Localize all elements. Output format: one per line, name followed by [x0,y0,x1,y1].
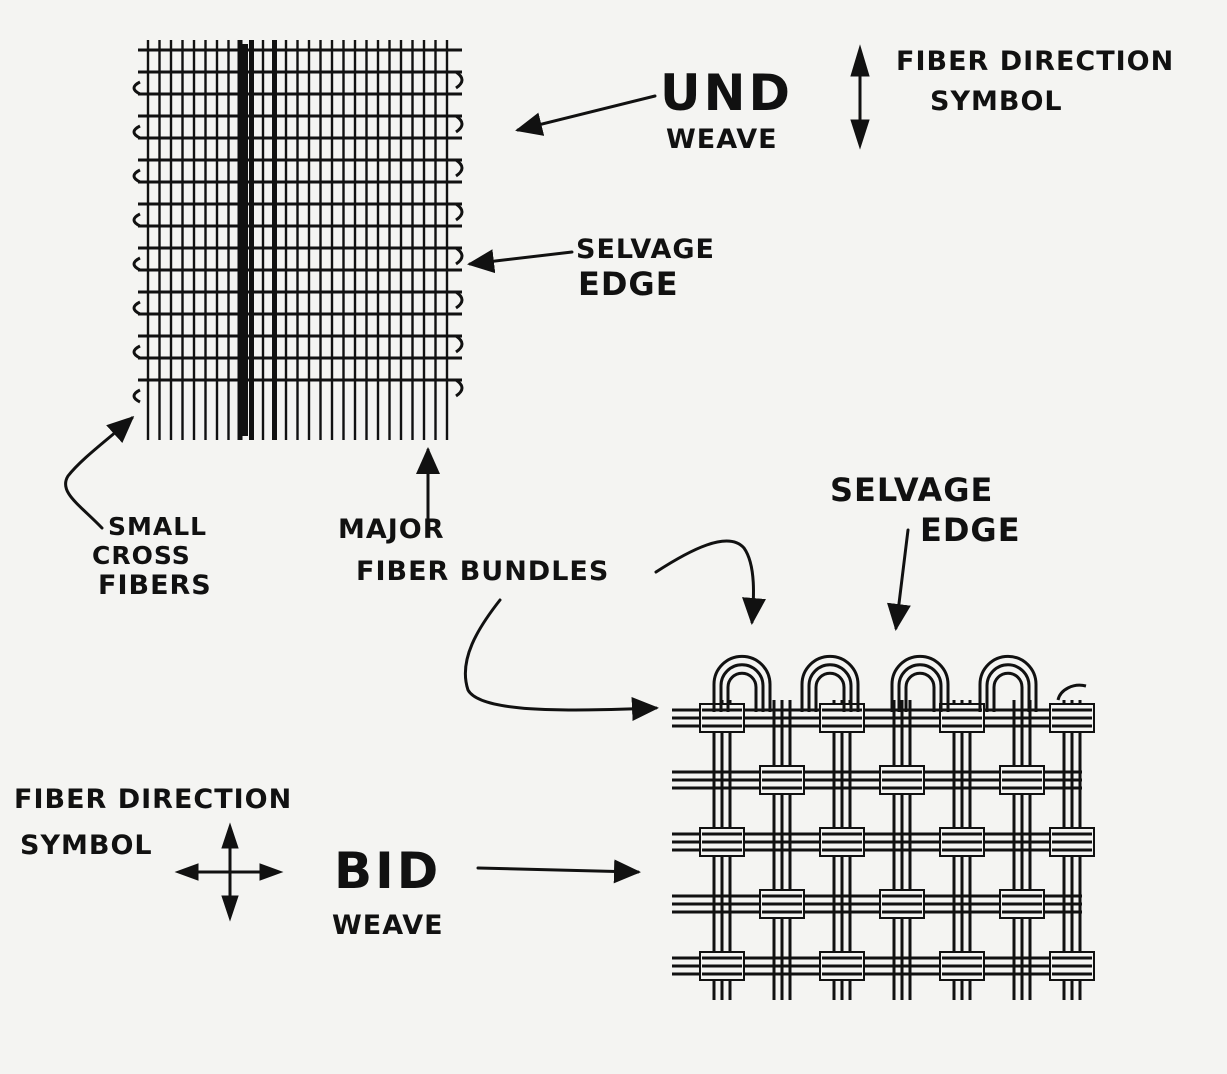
und-major-fiber-bundles [146,40,449,440]
selvage-loop [800,654,860,712]
selvage-loop [455,114,464,134]
cross-fibers-label-line2: CROSS [92,541,191,570]
bid-selvage-label-line2: EDGE [920,511,1021,549]
cross-fiber-end [132,168,141,184]
selvage-loop [978,654,1038,712]
cross-fibers-arrow-icon [64,415,135,530]
selvage-loop-partial [1056,683,1087,701]
major-bundles-right-arrow-icon [654,539,766,625]
selvage-loop [897,663,943,712]
selvage-loop [455,246,464,266]
selvage-loop [455,290,464,310]
selvage-loop [455,202,464,222]
bid-selvage-arrow-icon [887,528,911,631]
cross-fiber-end [132,388,141,404]
bid-selvage-loops [712,654,1087,712]
und-title: UND [660,64,793,122]
bid-symbol-label-line2: SYMBOL [20,830,153,861]
cross-fiber-end [132,80,141,96]
cross-fiber-end [132,212,141,228]
selvage-loop [719,663,765,712]
und-weave-swatch [132,40,464,440]
bid-weave-swatch [672,654,1095,1000]
cross-fiber-end [132,124,141,140]
und-symbol-label-line2: SYMBOL [930,86,1063,117]
bid-subtitle: WEAVE [332,910,444,941]
major-bundles-down-arrow-icon [463,598,659,721]
selvage-loop [455,158,464,178]
cross-fiber-end [132,344,141,360]
bid-title: BID [334,842,442,900]
selvage-loop [904,671,936,712]
bid-warp-bundles [699,700,1095,1000]
small-cross-fibers [138,48,462,382]
und-selvage-label-line2: EDGE [578,265,679,303]
selvage-loop [712,654,772,712]
bid-selvage-label-line1: SELVAGE [830,471,994,509]
selvage-loop [992,671,1024,712]
selvage-loop [455,334,464,354]
cross-fibers-label-line3: FIBERS [98,570,212,601]
major-bundles-label-line1: MAJOR [338,514,445,545]
und-symbol-label-line1: FIBER DIRECTION [896,46,1175,77]
dense-fiber-bundle [238,44,248,436]
bid-weave-arrow-icon [476,859,641,884]
und-weave-arrow-icon [515,94,657,136]
cross-fibers-label-line1: SMALL [108,512,208,541]
selvage-loop [807,663,853,712]
cross-fiber-end [132,300,141,316]
und-selvage-label-line1: SELVAGE [576,234,715,265]
major-bundles-label-line2: FIBER BUNDLES [356,556,610,587]
selvage-loop [726,671,758,712]
selvage-loop [890,654,950,712]
und-selvage-loops [132,70,464,404]
und-selvage-arrow-icon [467,249,574,274]
und-subtitle: WEAVE [666,124,778,155]
bid-symbol-label-line1: FIBER DIRECTION [14,784,293,815]
selvage-loop [814,671,846,712]
selvage-loop [455,70,464,90]
cross-fiber-end [132,256,141,272]
selvage-loop [455,378,464,398]
selvage-loop [985,663,1031,712]
bid-fiber-direction-icon [174,822,284,922]
und-fiber-direction-icon [850,44,870,150]
